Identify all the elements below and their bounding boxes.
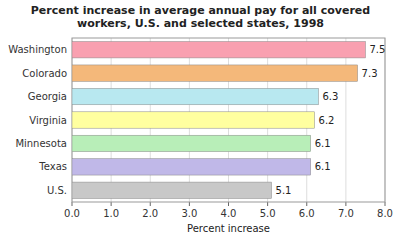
title-line: Percent increase in average annual pay f… xyxy=(31,4,370,17)
data-label: 7.3 xyxy=(362,68,378,79)
category-label: Virginia xyxy=(29,115,67,126)
tick-label: 6.0 xyxy=(299,208,315,219)
bar xyxy=(72,88,318,104)
tick-mark xyxy=(111,202,112,206)
tick-label: 5.0 xyxy=(260,208,276,219)
tick-label: 4.0 xyxy=(221,208,237,219)
bar xyxy=(72,135,311,151)
category-label: Minnesota xyxy=(15,138,67,149)
category-label: Texas xyxy=(38,161,67,172)
bar xyxy=(72,65,358,81)
data-label: 7.5 xyxy=(369,44,385,55)
tick-label: 3.0 xyxy=(181,208,197,219)
category-label: Washington xyxy=(8,44,67,55)
data-label: 5.1 xyxy=(276,185,292,196)
data-label: 6.1 xyxy=(315,161,331,172)
tick-label: 7.0 xyxy=(338,208,354,219)
x-axis-label: Percent increase xyxy=(187,223,270,234)
bar xyxy=(72,112,315,128)
x-axis: 0.0 1.0 2.0 3.0 4.0 5.0 6.0 7.0 8.0 xyxy=(64,38,393,219)
title: Percent increase in average annual pay f… xyxy=(31,4,370,30)
data-label: 6.2 xyxy=(319,115,335,126)
bar xyxy=(72,182,272,198)
tick-label: 0.0 xyxy=(64,208,80,219)
tick-mark xyxy=(228,202,229,206)
bars xyxy=(72,42,365,199)
tick-mark xyxy=(385,202,386,206)
tick-mark xyxy=(345,202,346,206)
tick-mark xyxy=(306,202,307,206)
tick-mark xyxy=(150,202,151,206)
data-label: 6.1 xyxy=(315,138,331,149)
tick-label: 8.0 xyxy=(377,208,393,219)
bar xyxy=(72,42,365,58)
chart: Percent increase in average annual pay f… xyxy=(0,0,401,238)
tick-label: 2.0 xyxy=(142,208,158,219)
tick-label: 1.0 xyxy=(103,208,119,219)
plot-frame xyxy=(72,38,385,202)
tick-mark xyxy=(189,202,190,206)
grid-line xyxy=(345,38,346,202)
category-label: U.S. xyxy=(47,185,67,196)
title-line: workers, U.S. and selected states, 1998 xyxy=(77,17,324,30)
category-label: Colorado xyxy=(22,68,67,79)
data-label: 6.3 xyxy=(322,91,338,102)
tick-mark xyxy=(72,202,73,206)
bar xyxy=(72,159,311,175)
category-label: Georgia xyxy=(28,91,67,102)
tick-mark xyxy=(267,202,268,206)
